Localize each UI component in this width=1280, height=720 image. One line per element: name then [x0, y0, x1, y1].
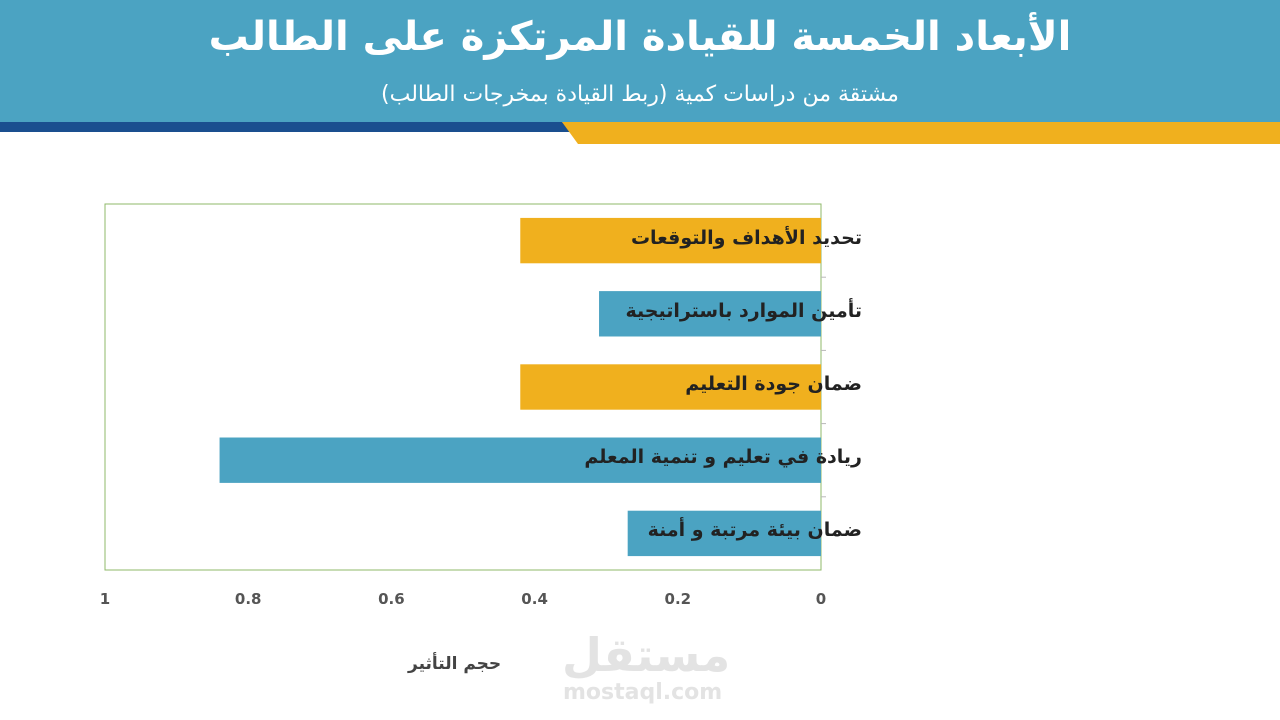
page-subtitle: مشتقة من دراسات كمية (ربط القيادة بمخرجا… [381, 82, 899, 107]
header-stripe [0, 122, 1280, 144]
bar-3 [520, 364, 821, 410]
category-label-4: ريادة في تعليم و تنمية المعلم [584, 446, 862, 469]
watermark-url: mostaql.com [563, 680, 723, 705]
category-label-1: تحديد الأهداف والتوقعات [630, 226, 862, 249]
header-banner [0, 0, 1280, 122]
category-label-2: تأمين الموارد باستراتيجية [625, 299, 862, 322]
category-label-5: ضمان بيئة مرتبة و أمنة [647, 519, 862, 542]
category-label-3: ضمان جودة التعليم [685, 373, 862, 395]
page-title: الأبعاد الخمسة للقيادة المرتكزة على الطا… [208, 14, 1072, 60]
bar-1 [520, 217, 821, 264]
bar-5 [627, 510, 821, 557]
x-tick-label-6: 1 [99, 590, 111, 608]
x-tick-label-2: 0.2 [664, 590, 692, 608]
bar-2 [599, 291, 821, 337]
bar-4 [219, 437, 821, 483]
x-axis-label: حجم التأثير [408, 654, 502, 674]
x-tick-label-1: 0 [815, 590, 827, 608]
x-tick-label-3: 0.4 [521, 590, 548, 608]
stripe-blue [0, 122, 574, 132]
x-tick-label-5: 0.8 [234, 590, 262, 608]
stripe-gold [562, 122, 1280, 144]
x-tick-label-4: 0.6 [378, 590, 405, 608]
watermark-logo: مستقل [562, 628, 731, 682]
